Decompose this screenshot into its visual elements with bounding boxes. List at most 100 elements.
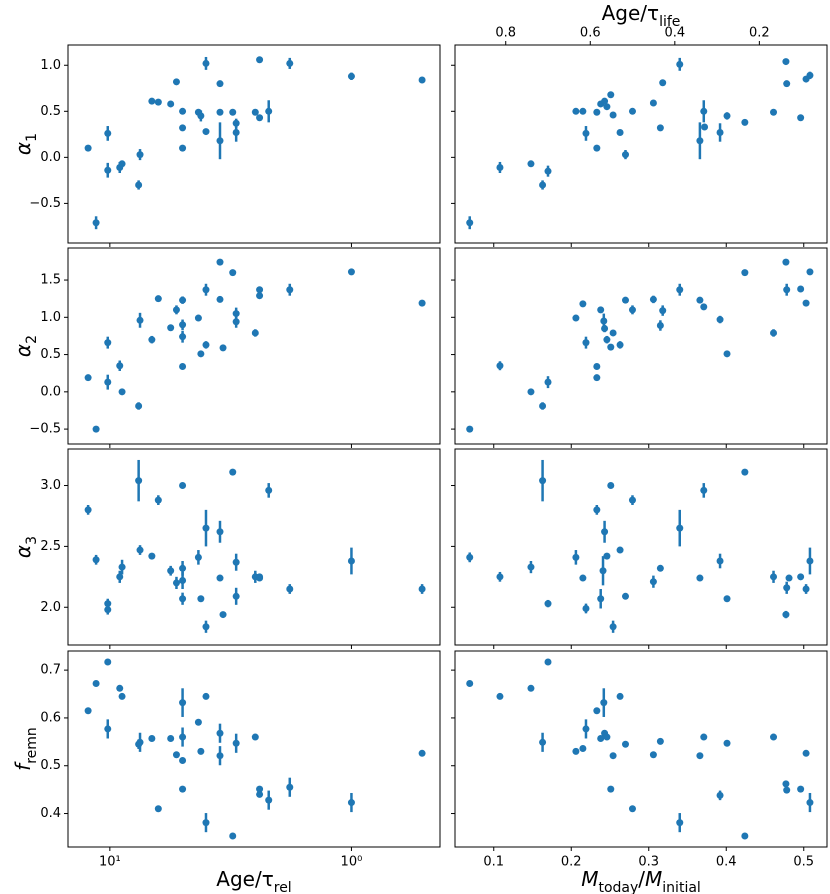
point [135, 181, 143, 189]
point [802, 749, 810, 757]
point [496, 692, 504, 700]
y-tick-label: 0.7 [40, 663, 61, 678]
point [179, 733, 187, 741]
point [582, 129, 590, 137]
y-axis-label: α1 [11, 133, 41, 155]
point [597, 734, 605, 742]
point [782, 258, 790, 266]
point [806, 268, 814, 276]
point [603, 336, 611, 344]
point [232, 318, 240, 326]
point [741, 468, 749, 476]
point [116, 573, 124, 581]
point [597, 306, 605, 314]
y-tick-label: 0.5 [40, 347, 61, 362]
point [172, 306, 180, 314]
point [609, 329, 617, 337]
x-tick-label: 10⁰ [341, 855, 363, 870]
point [92, 425, 100, 433]
point [194, 553, 202, 561]
point [92, 219, 100, 227]
point [601, 324, 609, 332]
y-tick-label: 1.0 [40, 58, 61, 73]
point [202, 341, 210, 349]
point [466, 680, 474, 688]
point [723, 739, 731, 747]
point [216, 108, 224, 116]
point [229, 832, 237, 840]
point [167, 100, 175, 108]
y-tick-label: 2.0 [40, 600, 61, 615]
point [179, 576, 187, 584]
point [601, 528, 609, 536]
point [782, 780, 790, 788]
point [232, 310, 240, 318]
point [172, 78, 180, 86]
x-tick-label: 10¹ [99, 855, 121, 870]
y-axis-label-part: 2 [24, 335, 40, 344]
point [179, 144, 187, 152]
point [609, 623, 617, 631]
point [219, 344, 227, 352]
point [656, 322, 664, 330]
point [216, 752, 224, 760]
point [172, 579, 180, 587]
point [700, 733, 708, 741]
point [136, 738, 144, 746]
y-axis-label-part: 3 [24, 536, 40, 545]
point [716, 128, 724, 136]
x-axis-label-part: initial [662, 880, 701, 894]
point [265, 107, 273, 115]
point [167, 734, 175, 742]
point [104, 606, 112, 614]
point [597, 595, 605, 603]
x-axis-label-part: rel [274, 880, 292, 894]
point [806, 799, 814, 807]
y-axis-label-part: α [11, 344, 35, 357]
point [797, 285, 805, 293]
point [179, 321, 187, 329]
point [600, 699, 608, 707]
point [544, 600, 552, 608]
point [649, 578, 657, 586]
point [770, 329, 778, 337]
point [418, 299, 426, 307]
point [256, 56, 264, 64]
point [544, 658, 552, 666]
point [104, 378, 112, 386]
y-tick-label: −0.5 [29, 196, 61, 211]
point [92, 680, 100, 688]
y-axis-label-part: α [11, 142, 35, 155]
point [216, 574, 224, 582]
point [202, 59, 210, 67]
point [785, 574, 793, 582]
x-tick-label: 0.5 [793, 855, 814, 870]
point [783, 584, 791, 592]
point [104, 658, 112, 666]
point [202, 623, 210, 631]
point [265, 796, 273, 804]
point [628, 306, 636, 314]
point [256, 573, 264, 581]
point [649, 295, 657, 303]
point [696, 137, 704, 145]
point [496, 163, 504, 171]
point [539, 738, 547, 746]
point [347, 72, 355, 80]
point [696, 574, 704, 582]
x-axis-label-part: M [645, 867, 662, 891]
point [582, 604, 590, 612]
point [418, 76, 426, 84]
point [716, 557, 724, 565]
y-axis-label-part: 1 [24, 133, 40, 142]
point [656, 737, 664, 745]
point [628, 496, 636, 504]
point [600, 317, 608, 325]
point [135, 402, 143, 410]
point [286, 783, 294, 791]
point [118, 563, 126, 571]
point [599, 567, 607, 575]
point [593, 144, 601, 152]
point [286, 286, 294, 294]
point [616, 546, 624, 554]
